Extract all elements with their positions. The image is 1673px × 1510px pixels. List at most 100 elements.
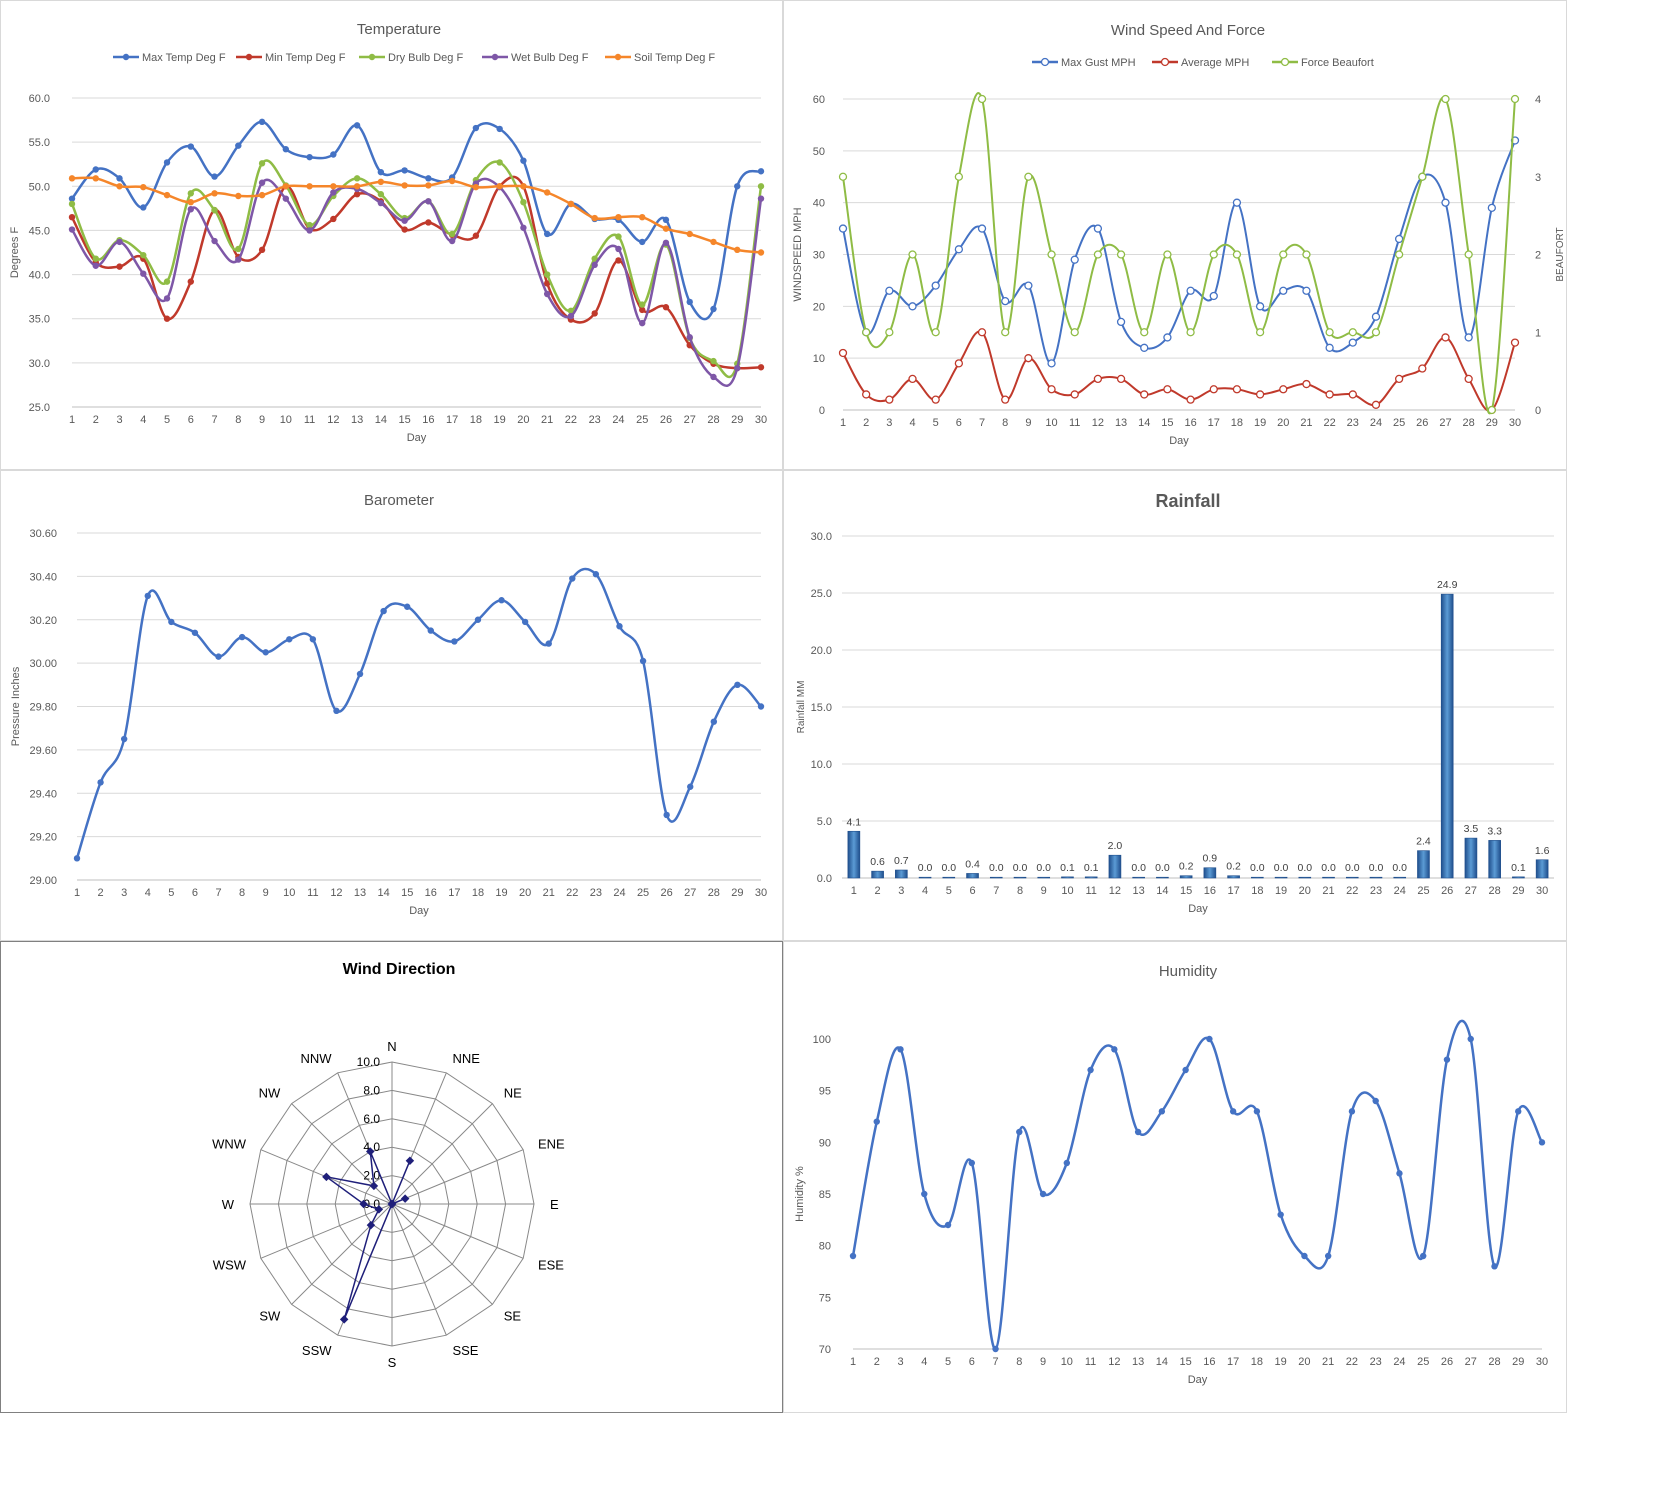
data-point <box>1093 224 1103 233</box>
data-point <box>954 172 964 181</box>
data-point <box>187 143 194 150</box>
data-point <box>615 233 622 240</box>
chart-title: Rainfall <box>1155 491 1220 511</box>
y-tick-label: 30.60 <box>29 528 57 540</box>
data-point <box>1229 1108 1237 1115</box>
x-tick-label: 8 <box>239 887 245 899</box>
radar-point <box>405 1156 415 1165</box>
data-point <box>140 204 147 211</box>
data-point <box>1279 385 1288 394</box>
x-tick-label: 14 <box>1156 1356 1168 1368</box>
y-tick-label: 0 <box>819 405 825 417</box>
x-tick-label: 11 <box>304 414 315 426</box>
data-point <box>116 238 123 246</box>
x-tick-label: 19 <box>1275 885 1287 897</box>
data-point <box>1232 250 1242 259</box>
radar-spoke <box>391 1149 524 1205</box>
rain-bar <box>1393 876 1407 879</box>
legend-entry: Dry Bulb Deg F <box>359 52 463 64</box>
data-point <box>1116 374 1126 384</box>
x-axis-label: Day <box>409 905 429 917</box>
data-point <box>977 94 987 104</box>
data-point <box>1024 354 1033 363</box>
legend-marker <box>245 53 253 61</box>
direction-label: E <box>550 1197 559 1212</box>
x-tick-label: 27 <box>684 887 696 899</box>
x-tick-label: 25 <box>1417 1356 1429 1368</box>
x-tick-label: 8 <box>1016 1356 1022 1368</box>
legend-marker <box>368 53 376 61</box>
x-tick-label: 2 <box>874 1356 880 1368</box>
x-tick-label: 10 <box>283 887 295 899</box>
legend-label: Soil Temp Deg F <box>634 52 715 64</box>
data-point <box>356 670 364 678</box>
chart-title: Temperature <box>357 21 441 38</box>
rain-bar <box>1084 876 1098 879</box>
data-point <box>734 364 741 372</box>
rain-bar <box>1369 876 1383 879</box>
data-point <box>757 168 765 175</box>
data-point <box>1001 395 1010 404</box>
data-point <box>710 305 717 313</box>
x-tick-label: 26 <box>1441 885 1453 897</box>
legend-label: Wet Bulb Deg F <box>511 52 589 64</box>
x-tick-label: 30 <box>1536 885 1548 897</box>
data-point <box>1070 328 1079 337</box>
data-point <box>1420 1252 1427 1260</box>
x-tick-label: 19 <box>1254 417 1266 429</box>
x-tick-label: 3 <box>897 1356 903 1368</box>
data-point <box>591 255 598 262</box>
data-point <box>448 230 456 238</box>
data-point <box>1232 198 1242 207</box>
rain-bar <box>1203 867 1217 879</box>
data-point <box>496 159 503 166</box>
data-point <box>238 633 246 641</box>
x-tick-label: 1 <box>840 417 846 429</box>
data-point <box>616 623 623 630</box>
data-point <box>1279 286 1288 295</box>
x-tick-label: 20 <box>1298 1356 1310 1368</box>
x-tick-label: 24 <box>613 887 625 899</box>
direction-label: SSW <box>302 1343 332 1358</box>
x-tick-label: 6 <box>188 414 194 426</box>
y-tick-label: 60 <box>813 94 825 106</box>
data-point <box>235 192 242 200</box>
data-point <box>1111 1046 1118 1053</box>
data-point <box>97 779 104 786</box>
data-point <box>1371 400 1381 409</box>
data-point <box>1394 234 1404 244</box>
data-point <box>377 199 385 207</box>
data-point <box>567 312 575 320</box>
data-point <box>1302 250 1311 259</box>
data-label: 0.1 <box>1060 862 1075 874</box>
series-dry-bulb-deg-f <box>68 159 765 379</box>
data-point <box>1325 343 1334 352</box>
rain-bar <box>1417 850 1430 879</box>
data-point <box>187 278 194 285</box>
series-line <box>70 177 763 387</box>
rain-bar <box>1156 876 1169 879</box>
data-point <box>1158 1108 1166 1115</box>
data-point <box>1487 203 1496 213</box>
data-point <box>520 157 527 164</box>
data-point <box>1418 172 1427 181</box>
data-point <box>306 227 313 234</box>
y-tick-label: 30.40 <box>29 571 57 583</box>
wind-speed-chart: Wind Speed And Force010203040506001234BE… <box>792 22 1566 447</box>
x-tick-label: 2 <box>93 414 99 426</box>
data-point <box>686 298 693 306</box>
data-point <box>68 195 76 202</box>
data-point <box>496 183 503 190</box>
data-point <box>1348 338 1357 347</box>
data-point <box>380 607 387 615</box>
y2-tick-label: 0 <box>1535 405 1541 417</box>
x-tick-label: 5 <box>168 887 174 899</box>
data-point <box>1253 1108 1261 1115</box>
data-point <box>1279 250 1288 259</box>
x-tick-label: 24 <box>1394 885 1406 897</box>
x-tick-label: 22 <box>1346 885 1358 897</box>
data-point <box>639 238 646 246</box>
data-label: 0.0 <box>989 862 1004 874</box>
data-point <box>140 251 147 259</box>
data-point <box>757 249 765 256</box>
